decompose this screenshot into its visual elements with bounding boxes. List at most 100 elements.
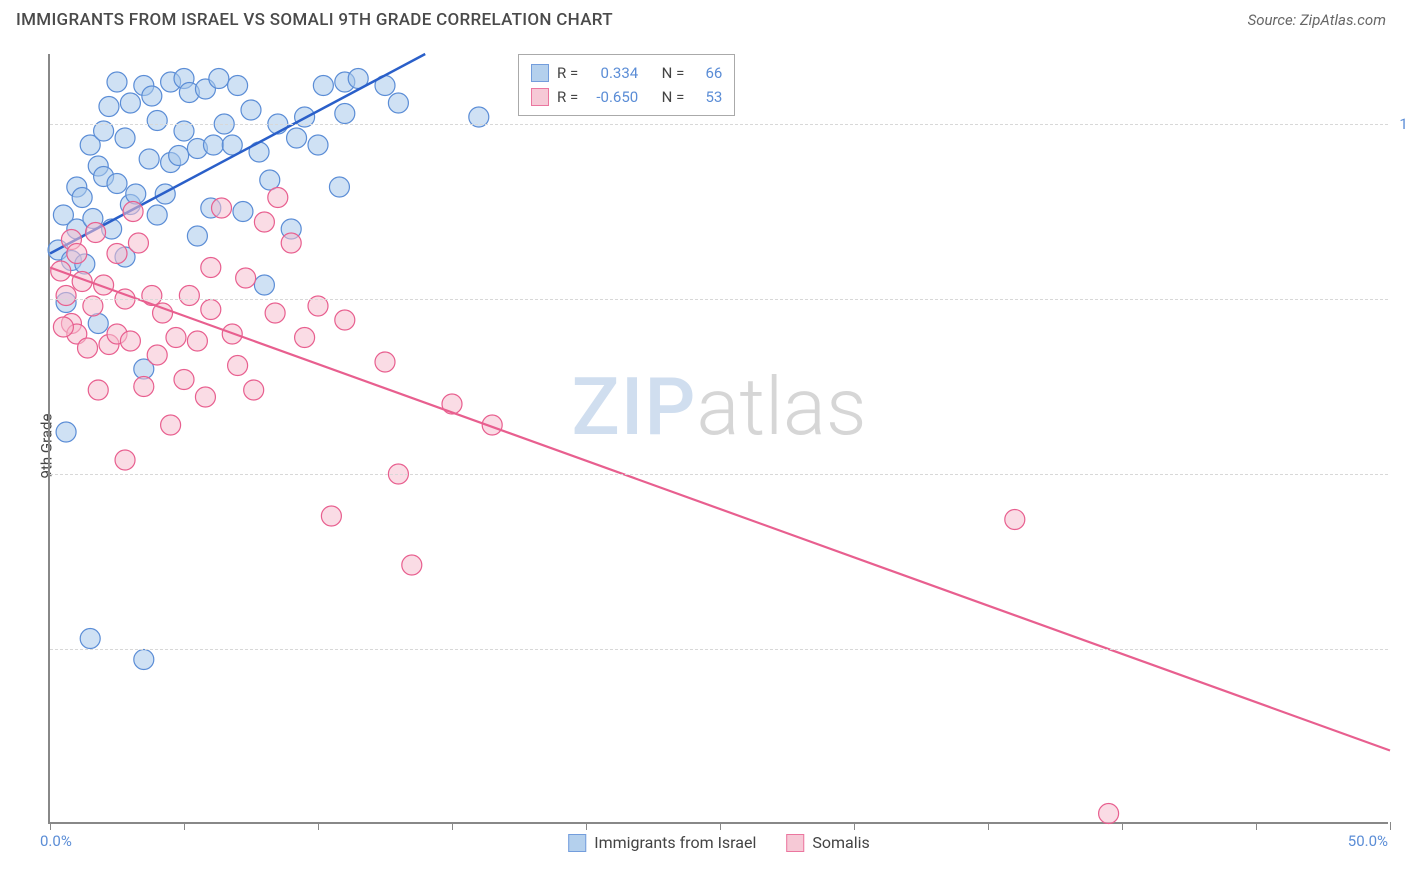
r-label: R = xyxy=(557,88,578,106)
n-label: N = xyxy=(662,88,685,106)
data-point xyxy=(161,415,181,435)
scatter-plot-svg xyxy=(50,54,1388,822)
x-tick xyxy=(184,822,185,830)
data-point xyxy=(155,184,175,204)
x-tick xyxy=(50,822,51,830)
data-point xyxy=(1099,804,1119,824)
data-point xyxy=(265,303,285,323)
data-point xyxy=(281,233,301,253)
data-point xyxy=(120,331,140,351)
data-point xyxy=(115,450,135,470)
chart-title: IMMIGRANTS FROM ISRAEL VS SOMALI 9TH GRA… xyxy=(16,10,613,30)
legend-swatch xyxy=(531,88,549,106)
data-point xyxy=(126,184,146,204)
data-point xyxy=(128,233,148,253)
data-point xyxy=(107,174,127,194)
data-point xyxy=(201,258,221,278)
x-tick xyxy=(854,822,855,830)
series-legend-item: Immigrants from Israel xyxy=(568,833,756,852)
data-point xyxy=(402,555,422,575)
data-point xyxy=(123,202,143,222)
data-point xyxy=(388,93,408,113)
trend-line xyxy=(50,268,1390,751)
gridline xyxy=(50,474,1388,475)
data-point xyxy=(120,93,140,113)
data-point xyxy=(166,328,186,348)
n-label: N = xyxy=(662,64,685,82)
x-axis-max-label: 50.0% xyxy=(1348,832,1388,850)
data-point xyxy=(147,345,167,365)
x-tick xyxy=(1122,822,1123,830)
source-attribution: Source: ZipAtlas.com xyxy=(1248,11,1386,29)
data-point xyxy=(147,205,167,225)
data-point xyxy=(212,198,232,218)
data-point xyxy=(295,328,315,348)
data-point xyxy=(321,506,341,526)
r-value: -0.650 xyxy=(586,88,638,106)
data-point xyxy=(67,244,87,264)
data-point xyxy=(308,135,328,155)
data-point xyxy=(72,188,92,208)
data-point xyxy=(99,97,119,117)
data-point xyxy=(147,111,167,131)
data-point xyxy=(88,380,108,400)
data-point xyxy=(142,86,162,106)
data-point xyxy=(244,380,264,400)
series-legend: Immigrants from Israel Somalis xyxy=(568,833,870,852)
data-point xyxy=(134,650,154,670)
data-point xyxy=(88,314,108,334)
legend-row: R = -0.650 N = 53 xyxy=(531,85,722,109)
data-point xyxy=(209,69,229,89)
data-point xyxy=(313,76,333,96)
data-point xyxy=(203,135,223,155)
data-point xyxy=(228,76,248,96)
x-tick xyxy=(452,822,453,830)
data-point xyxy=(195,387,215,407)
series-label: Somalis xyxy=(812,833,869,852)
data-point xyxy=(107,72,127,92)
x-tick xyxy=(1256,822,1257,830)
x-tick xyxy=(988,822,989,830)
x-tick xyxy=(586,822,587,830)
data-point xyxy=(254,212,274,232)
data-point xyxy=(375,352,395,372)
gridline xyxy=(50,649,1388,650)
data-point xyxy=(287,128,307,148)
legend-row: R =0.334 N =66 xyxy=(531,61,722,85)
data-point xyxy=(115,128,135,148)
data-point xyxy=(1005,510,1025,530)
x-axis-min-label: 0.0% xyxy=(40,832,72,850)
data-point xyxy=(56,286,76,306)
data-point xyxy=(80,629,100,649)
r-value: 0.334 xyxy=(586,64,638,82)
legend-swatch xyxy=(786,834,804,852)
data-point xyxy=(236,268,256,288)
n-value: 53 xyxy=(692,88,722,106)
data-point xyxy=(187,226,207,246)
data-point xyxy=(134,377,154,397)
data-point xyxy=(228,356,248,376)
data-point xyxy=(187,331,207,351)
r-label: R = xyxy=(557,64,578,82)
gridline xyxy=(50,124,1388,125)
data-point xyxy=(335,104,355,124)
y-tick-label: 100.0% xyxy=(1399,115,1406,133)
data-point xyxy=(254,275,274,295)
data-point xyxy=(174,370,194,390)
series-label: Immigrants from Israel xyxy=(594,833,756,852)
data-point xyxy=(169,146,189,166)
data-point xyxy=(241,100,261,120)
data-point xyxy=(53,317,73,337)
legend-swatch xyxy=(531,64,549,82)
data-point xyxy=(179,286,199,306)
data-point xyxy=(201,300,221,320)
data-point xyxy=(233,202,253,222)
data-point xyxy=(268,188,288,208)
data-point xyxy=(56,422,76,442)
legend-swatch xyxy=(568,834,586,852)
chart-plot-area: ZIPatlas R =0.334 N =66R =-0.650 N =53 I… xyxy=(48,54,1388,824)
data-point xyxy=(107,244,127,264)
data-point xyxy=(329,177,349,197)
x-tick xyxy=(318,822,319,830)
data-point xyxy=(139,149,159,169)
